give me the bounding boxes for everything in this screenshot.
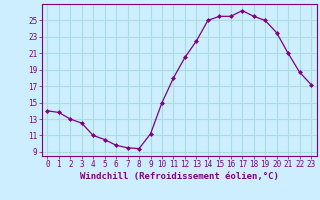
- X-axis label: Windchill (Refroidissement éolien,°C): Windchill (Refroidissement éolien,°C): [80, 172, 279, 181]
